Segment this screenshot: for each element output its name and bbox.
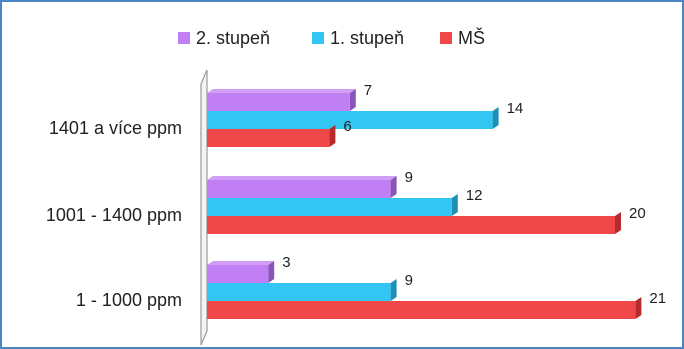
bar-top-2 xyxy=(207,176,397,180)
category-label-3: 1 - 1000 ppm xyxy=(76,290,182,310)
data-label-2-2: 12 xyxy=(466,187,483,204)
legend-swatch-2 xyxy=(312,32,324,44)
bar-3-2 xyxy=(207,283,391,301)
bar-side-1-1 xyxy=(349,89,356,111)
bar-top-1 xyxy=(207,89,356,93)
data-label-3-1: 3 xyxy=(282,254,290,271)
bar-1-3 xyxy=(207,129,330,147)
bar-2-1 xyxy=(207,180,391,198)
bar-3-3 xyxy=(207,301,636,319)
bar-side-1-2 xyxy=(492,107,499,129)
category-label-2: 1001 - 1400 ppm xyxy=(46,205,182,225)
bar-side-2-1 xyxy=(390,176,397,198)
bar-side-3-2 xyxy=(390,279,397,301)
bar-side-1-3 xyxy=(329,125,336,147)
data-label-1-1: 7 xyxy=(364,82,372,99)
bar-side-3-1 xyxy=(268,261,275,283)
data-label-3-3: 21 xyxy=(649,290,666,307)
legend-label-2: 1. stupeň xyxy=(330,28,404,48)
bar-side-3-3 xyxy=(635,297,642,319)
legend-label-1: 2. stupeň xyxy=(196,28,270,48)
data-label-1-2: 14 xyxy=(507,100,524,117)
data-label-2-1: 9 xyxy=(405,169,413,186)
data-label-3-2: 9 xyxy=(405,272,413,289)
bar-side-2-3 xyxy=(615,212,621,234)
category-label-1: 1401 a více ppm xyxy=(49,118,182,138)
bar-1-2 xyxy=(207,111,493,129)
bar-side-2-2 xyxy=(451,194,458,216)
bar-3-1 xyxy=(207,265,269,283)
legend-swatch-3 xyxy=(440,32,452,44)
data-label-1-3: 6 xyxy=(343,118,351,135)
legend-label-3: MŠ xyxy=(458,27,485,48)
bar-2-2 xyxy=(207,198,452,216)
bar-1-1 xyxy=(207,93,350,111)
bar-top-3 xyxy=(207,261,275,265)
legend-swatch-1 xyxy=(178,32,190,44)
bar-2-3 xyxy=(207,216,615,234)
axis-wall xyxy=(200,69,208,346)
data-label-2-3: 20 xyxy=(629,205,646,222)
